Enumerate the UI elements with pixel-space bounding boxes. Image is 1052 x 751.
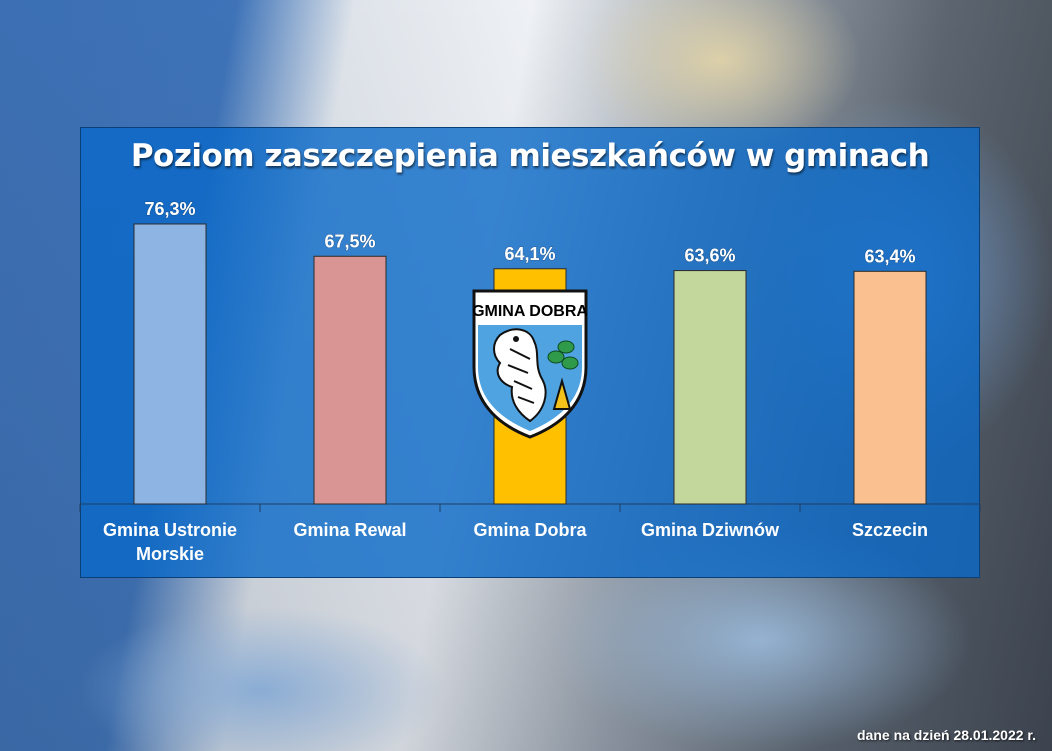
bar	[313, 255, 387, 505]
bar-value-label: 63,6%	[684, 246, 735, 266]
bar-value-label: 76,3%	[144, 199, 195, 219]
eagle-eye	[513, 336, 519, 342]
eagle-shape	[493, 328, 547, 423]
x-tick-label: Gmina Ustronie	[103, 520, 237, 540]
x-tick-label: Gmina Dobra	[473, 520, 587, 540]
x-tick-label: Szczecin	[852, 520, 928, 540]
x-tick-label: Gmina Dziwnów	[641, 520, 780, 540]
x-tick-label: Morskie	[136, 544, 204, 564]
oak-leaf	[561, 356, 579, 370]
shield-banner	[476, 293, 584, 323]
x-tick-label: Gmina Rewal	[293, 520, 406, 540]
oak-leaf	[557, 340, 575, 354]
bar-value-label: 67,5%	[324, 231, 375, 251]
oak-leaf	[547, 350, 565, 364]
bar-value-label: 64,1%	[504, 244, 555, 264]
bar	[133, 223, 207, 505]
bar	[853, 270, 927, 505]
eagle-feathers	[507, 348, 535, 404]
tower-shape	[552, 377, 572, 410]
bar-value-label: 63,4%	[864, 246, 915, 266]
bar	[673, 270, 747, 505]
chart-title: Poziom zaszczepienia mieszkańców w gmina…	[130, 138, 930, 174]
logo-text: GMINA DOBRA	[472, 303, 588, 320]
gmina-dobra-coat-of-arms-icon: GMINA DOBRA	[472, 289, 588, 439]
data-date-footnote: dane na dzień 28.01.2022 r.	[857, 727, 1036, 743]
